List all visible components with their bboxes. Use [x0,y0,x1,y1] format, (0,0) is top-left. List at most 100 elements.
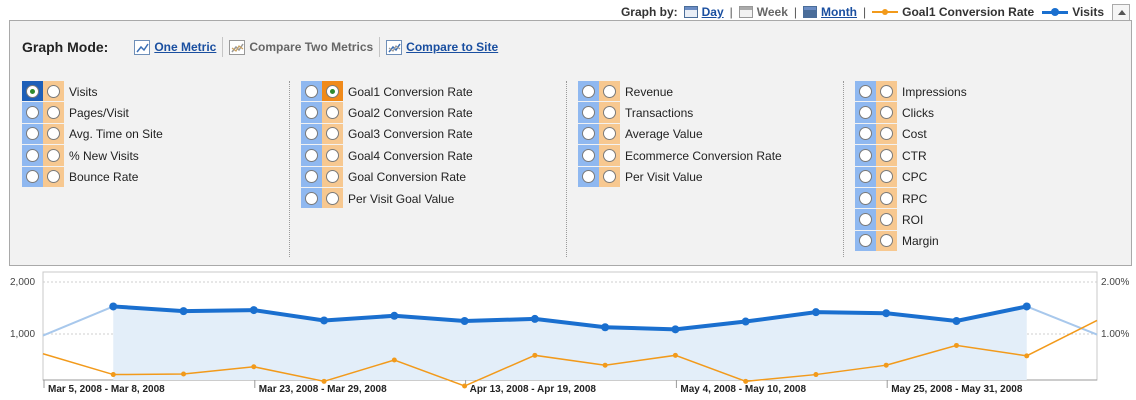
secondary-metric-radio[interactable] [326,127,339,141]
primary-metric-cell [855,209,876,231]
secondary-metric-radio[interactable] [603,170,616,184]
primary-metric-radio[interactable] [582,106,595,120]
secondary-metric-radio[interactable] [880,148,893,162]
collapse-toggle-icon[interactable] [1112,4,1130,20]
secondary-metric-radio[interactable] [880,106,893,120]
secondary-metric-radio[interactable] [47,148,60,162]
primary-metric-cell [855,187,876,210]
radio-pair [301,145,343,167]
secondary-metric-cell [876,166,897,188]
secondary-metric-radio[interactable] [47,127,60,141]
primary-metric-radio[interactable] [859,213,872,227]
metric-row-bounce-rate: Bounce Rate [22,166,163,188]
metric-row-goal2-conversion-rate: Goal2 Conversion Rate [301,102,473,124]
secondary-metric-radio[interactable] [47,84,60,98]
primary-metric-cell [301,102,322,124]
mode-compare-site[interactable]: Compare to Site [380,39,504,55]
primary-metric-radio[interactable] [26,148,39,162]
secondary-metric-radio[interactable] [603,106,616,120]
legend-line-orange-icon [872,7,899,17]
secondary-metric-radio[interactable] [880,127,893,141]
primary-metric-radio[interactable] [26,106,39,120]
column-divider [289,81,290,257]
goal1-data-point [251,364,257,370]
metric-label: Goal4 Conversion Rate [348,148,473,163]
primary-metric-radio[interactable] [26,170,39,184]
secondary-metric-radio[interactable] [47,170,60,184]
line-chart: 2,000 1,000 2.00% 1.00% Mar 5, 2008 - Mar 8,… [0,268,1136,400]
primary-metric-radio[interactable] [305,148,318,162]
secondary-metric-radio[interactable] [47,106,60,120]
x-axis-date-label: Mar 23, 2008 - Mar 29, 2008 [259,384,387,395]
primary-metric-radio[interactable] [859,106,872,120]
primary-metric-radio[interactable] [859,127,872,141]
graph-by-day[interactable]: Day [683,5,724,19]
primary-metric-radio[interactable] [305,170,318,184]
goal1-data-point [462,383,468,389]
radio-pair [855,123,897,146]
metric-label: % New Visits [69,148,139,163]
primary-metric-radio[interactable] [305,127,318,141]
metric-row-ctr: CTR [855,145,967,167]
primary-metric-radio[interactable] [26,84,39,98]
mode-compare-two-label[interactable]: Compare Two Metrics [249,40,374,54]
secondary-metric-radio[interactable] [326,84,339,98]
secondary-metric-cell [43,145,64,167]
goal1-data-point [953,342,959,348]
secondary-metric-radio[interactable] [603,84,616,98]
mode-compare-site-link[interactable]: Compare to Site [406,40,499,54]
metric-row-avg-time-on-site: Avg. Time on Site [22,123,163,146]
primary-metric-radio[interactable] [859,84,872,98]
x-axis-date-label: May 4, 2008 - May 10, 2008 [680,384,806,395]
secondary-metric-radio[interactable] [880,213,893,227]
goal1-data-point [321,378,327,384]
secondary-metric-radio[interactable] [326,106,339,120]
graph-by-month-link[interactable]: Month [821,5,858,19]
primary-metric-radio[interactable] [582,127,595,141]
primary-metric-radio[interactable] [859,234,872,248]
visits-line-faded-start [42,305,114,337]
graph-by-week-label: Week [756,5,788,19]
graph-by-day-link[interactable]: Day [701,5,724,19]
graph-by-month[interactable]: Month [803,5,857,19]
primary-metric-radio[interactable] [305,191,318,205]
primary-metric-radio[interactable] [582,148,595,162]
metric-label: Goal2 Conversion Rate [348,106,473,121]
metric-column-adwords: Impressions Clicks Cost CTR CPC RPC ROI Margin [855,81,967,257]
primary-metric-radio[interactable] [582,170,595,184]
secondary-metric-radio[interactable] [326,148,339,162]
secondary-metric-radio[interactable] [603,148,616,162]
secondary-metric-radio[interactable] [880,84,893,98]
secondary-metric-cell [43,166,64,188]
primary-metric-radio[interactable] [859,148,872,162]
secondary-metric-radio[interactable] [603,127,616,141]
mode-one-metric-link[interactable]: One Metric [154,40,217,54]
secondary-metric-radio[interactable] [326,191,339,205]
metric-row-transactions: Transactions [578,102,782,124]
mode-compare-two[interactable]: Compare Two Metrics [223,39,379,55]
radio-pair [22,145,64,167]
primary-metric-radio[interactable] [859,191,872,205]
legend-goal1: Goal1 Conversion Rate [872,5,1034,19]
metric-row-pages-visit: Pages/Visit [22,102,163,124]
radio-pair [855,81,897,103]
mode-one-metric[interactable]: One Metric [128,39,222,55]
secondary-metric-radio[interactable] [326,170,339,184]
primary-metric-radio[interactable] [859,170,872,184]
secondary-metric-radio[interactable] [880,170,893,184]
calendar-week-icon [738,6,753,18]
primary-metric-cell [22,81,43,103]
primary-metric-cell [301,187,322,210]
primary-metric-radio[interactable] [305,106,318,120]
secondary-metric-radio[interactable] [880,191,893,205]
goal1-data-point [1024,353,1030,359]
goal1-data-point [883,362,889,368]
secondary-metric-cell [43,123,64,146]
primary-metric-radio[interactable] [305,84,318,98]
separator: | [863,5,867,19]
radio-pair [578,166,620,188]
secondary-metric-radio[interactable] [880,234,893,248]
metric-row-new-visits: % New Visits [22,145,163,167]
primary-metric-radio[interactable] [26,127,39,141]
primary-metric-radio[interactable] [582,84,595,98]
